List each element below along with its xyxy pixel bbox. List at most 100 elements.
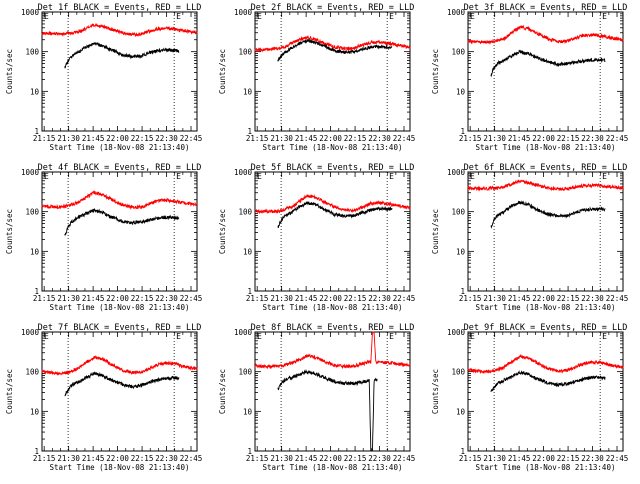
chart-panel-8: Det 8f BLACK = Events, RED = LLD 1 10 100 10… [218, 323, 415, 472]
plot-frame [467, 11, 624, 132]
lld-series-line [467, 178, 624, 192]
end-marker-label: E [176, 332, 181, 341]
end-marker-label: E [602, 332, 607, 341]
x-tick-label: 21:45 [295, 134, 318, 143]
x-axis-label: Start Time (18-Nov-08 21:13:40) [476, 303, 616, 312]
chart-panel-1: Det 1f BLACK = Events, RED = LLD 1 10 100 10… [5, 3, 202, 152]
x-tick-label: 22:30 [581, 134, 604, 143]
lld-series-line [254, 194, 411, 215]
x-tick-label: 22:00 [532, 454, 555, 463]
x-tick-label: 21:30 [57, 294, 80, 303]
x-tick-label: 22:30 [155, 454, 178, 463]
x-tick-label: 22:15 [131, 454, 154, 463]
x-tick-label: 21:15 [33, 454, 56, 463]
y-tick-label: 1 [34, 127, 39, 136]
chart-panel-7: Det 7f BLACK = Events, RED = LLD 1 10 100 10… [5, 323, 202, 472]
y-tick-label: 100 [25, 368, 39, 377]
x-tick-label: 22:00 [106, 134, 129, 143]
plot-frame [254, 171, 411, 292]
lld-series-line [467, 24, 624, 45]
start-marker-label: E [470, 332, 475, 341]
y-tick-label: 1000 [447, 328, 466, 337]
x-axis-label: Start Time (18-Nov-08 21:13:40) [50, 143, 190, 152]
x-tick-label: 21:30 [57, 134, 80, 143]
y-tick-label: 100 [25, 208, 39, 217]
y-tick-label: 1000 [21, 8, 40, 17]
x-tick-label: 22:45 [180, 294, 203, 303]
x-tick-label: 21:45 [82, 294, 105, 303]
events-series-line [490, 200, 606, 229]
x-tick-label: 22:45 [180, 454, 203, 463]
y-tick-label: 1 [247, 447, 252, 456]
end-marker-label: E [389, 332, 394, 341]
plot-frame [41, 331, 198, 452]
y-axis-label: Counts/sec [218, 209, 227, 254]
plot-frame [467, 171, 624, 292]
chart-title: Det 3f BLACK = Events, RED = LLD [464, 3, 628, 13]
x-tick-label: 22:45 [606, 454, 629, 463]
x-tick-label: 22:15 [557, 454, 580, 463]
chart-title: Det 9f BLACK = Events, RED = LLD [464, 323, 628, 333]
x-tick-label: 21:15 [459, 454, 482, 463]
x-tick-label: 22:30 [368, 454, 391, 463]
events-series-line [64, 41, 180, 69]
y-axis-label: Counts/sec [5, 369, 14, 414]
start-marker-label: E [44, 332, 49, 341]
events-series-line [64, 371, 180, 397]
y-tick-label: 1000 [447, 8, 466, 17]
lld-series-line [467, 353, 624, 375]
x-tick-label: 22:00 [532, 294, 555, 303]
y-tick-label: 1 [460, 287, 465, 296]
x-tick-label: 22:30 [368, 134, 391, 143]
x-tick-label: 22:15 [344, 294, 367, 303]
lld-series-line [41, 190, 198, 211]
y-axis-label: Counts/sec [5, 209, 14, 254]
y-tick-label: 10 [243, 87, 253, 96]
start-marker-label: E [470, 12, 475, 21]
x-tick-label: 22:15 [344, 134, 367, 143]
x-tick-label: 22:30 [581, 454, 604, 463]
x-tick-label: 21:45 [82, 454, 105, 463]
chart-panel-4: Det 4f BLACK = Events, RED = LLD 1 10 100 10… [5, 163, 202, 312]
y-tick-label: 10 [243, 247, 253, 256]
chart-title: Det 4f BLACK = Events, RED = LLD [38, 163, 202, 173]
x-tick-label: 22:45 [393, 294, 416, 303]
events-series-line [277, 201, 393, 228]
plot-frame [254, 331, 411, 452]
x-tick-label: 21:30 [270, 294, 293, 303]
x-tick-label: 21:30 [483, 134, 506, 143]
x-tick-label: 21:45 [508, 134, 531, 143]
start-marker-label: E [44, 172, 49, 181]
end-marker-label: E [389, 12, 394, 21]
y-tick-label: 1000 [234, 328, 253, 337]
chart-title: Det 5f BLACK = Events, RED = LLD [251, 163, 415, 173]
x-tick-label: 21:30 [483, 294, 506, 303]
plot-frame [254, 11, 411, 132]
y-axis-label: Counts/sec [431, 209, 440, 254]
end-marker-label: E [602, 12, 607, 21]
x-axis-label: Start Time (18-Nov-08 21:13:40) [50, 463, 190, 472]
x-tick-label: 22:00 [319, 294, 342, 303]
events-series-line [490, 49, 606, 78]
x-tick-label: 22:30 [581, 294, 604, 303]
start-marker-label: E [470, 172, 475, 181]
end-marker-label: E [176, 12, 181, 21]
y-tick-label: 100 [238, 48, 252, 57]
x-tick-label: 21:15 [459, 134, 482, 143]
y-tick-label: 10 [456, 247, 466, 256]
start-marker-label: E [257, 172, 262, 181]
x-tick-label: 22:45 [606, 294, 629, 303]
lld-series-line [254, 331, 411, 370]
x-tick-label: 21:45 [295, 294, 318, 303]
y-tick-label: 1000 [21, 168, 40, 177]
chart-panel-2: Det 2f BLACK = Events, RED = LLD 1 10 100 10… [218, 3, 415, 152]
y-tick-label: 100 [25, 48, 39, 57]
y-axis-label: Counts/sec [431, 49, 440, 94]
x-tick-label: 22:45 [393, 454, 416, 463]
x-axis-label: Start Time (18-Nov-08 21:13:40) [263, 303, 403, 312]
y-tick-label: 1000 [21, 328, 40, 337]
x-tick-label: 22:45 [180, 134, 203, 143]
x-tick-label: 22:00 [319, 134, 342, 143]
